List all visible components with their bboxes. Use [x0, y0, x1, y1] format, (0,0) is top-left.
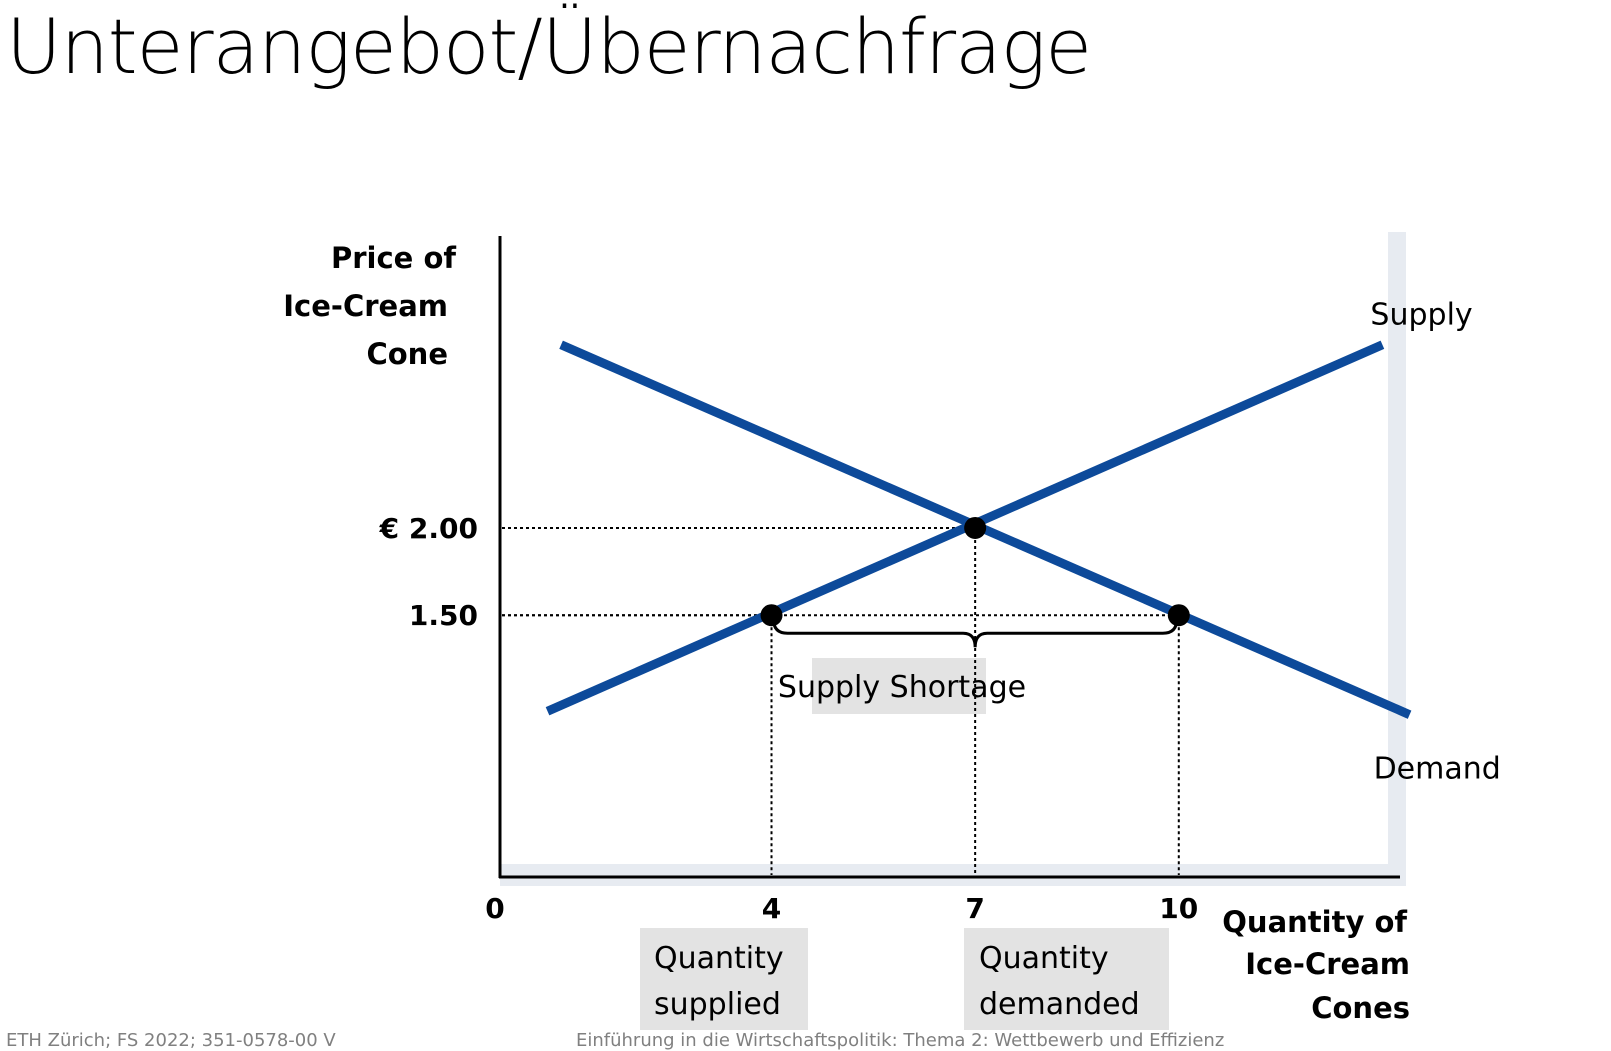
x-axis-title-line-1: Quantity of: [1222, 905, 1407, 939]
quantity-demanded-line-1: Quantity: [979, 941, 1109, 976]
y-axis-title-line-2: Ice-Cream: [283, 289, 448, 323]
supply-shortage-label: Supply Shortage: [778, 670, 1026, 705]
y-axis-title-line-3: Cone: [366, 337, 448, 371]
quantity-demanded-line-2: demanded: [979, 987, 1140, 1022]
y-tick-label-2-00: € 2.00: [379, 512, 478, 545]
x-tick-label-4: 4: [762, 892, 781, 925]
x-tick-label-7: 7: [965, 892, 984, 925]
quantity-supplied-line-2: supplied: [654, 987, 781, 1022]
slide-title: Unterangebot/Übernachfrage: [6, 2, 1092, 91]
x-origin-label: 0: [485, 892, 504, 925]
quantity-supplied-box: [640, 928, 808, 1030]
shortage-bracket: [772, 619, 1179, 648]
quantity-supplied-line-1: Quantity: [654, 941, 784, 976]
y-axis-title-line-1: Price of: [331, 241, 456, 275]
chart-shadow-bottom: [500, 864, 1406, 886]
supply-shortage-box: [812, 658, 986, 714]
footer-center: Einführung in die Wirtschaftspolitik: Th…: [576, 1030, 1225, 1051]
curve-point-2: [760, 604, 783, 627]
curve-point-1: [964, 516, 987, 539]
quantity-demanded-box: [964, 928, 1169, 1030]
demand-curve-label: Demand: [1374, 752, 1501, 787]
supply-curve-label: Supply: [1370, 298, 1472, 333]
x-axis-title-line-3: Cones: [1311, 991, 1410, 1025]
y-tick-label-1-50: 1.50: [409, 599, 478, 632]
x-tick-label-10: 10: [1159, 892, 1198, 925]
plot-area: Supply Demand 4 7 10 € 2.00 1.50: [379, 298, 1501, 925]
x-axis-title-line-2: Ice-Cream: [1245, 947, 1410, 981]
curve-point-3: [1167, 604, 1190, 627]
footer-left: ETH Zürich; FS 2022; 351-0578-00 V: [6, 1030, 336, 1051]
